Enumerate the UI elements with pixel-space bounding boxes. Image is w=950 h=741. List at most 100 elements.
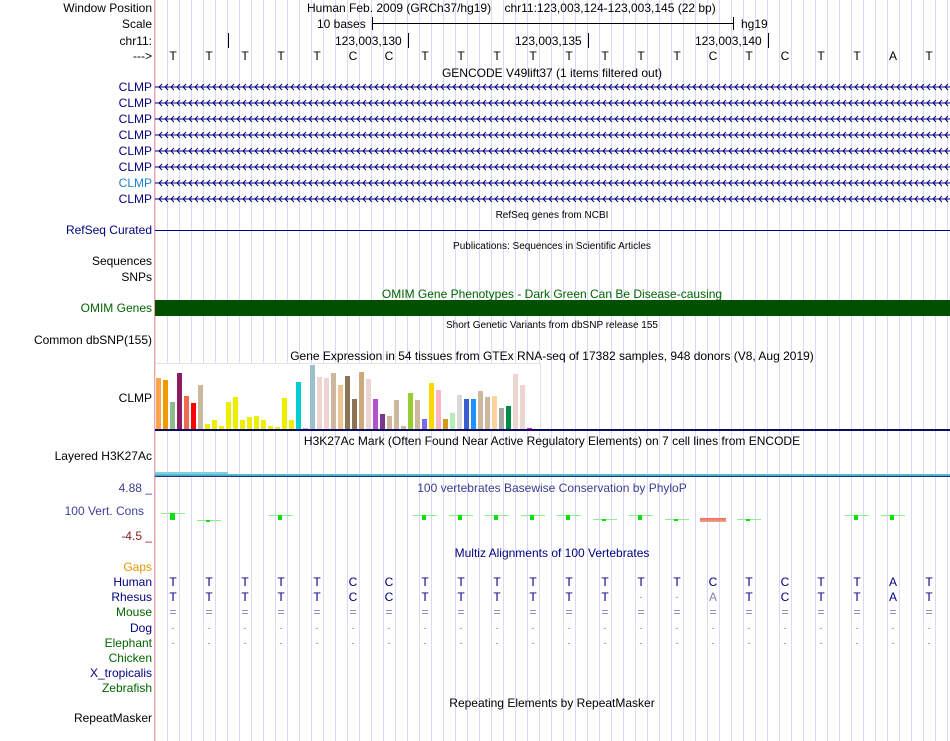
gtex-label[interactable]: CLMP (118, 391, 152, 405)
species-label-rhesus[interactable]: Rhesus (111, 590, 152, 605)
gene-label-clmp[interactable]: CLMP (118, 80, 152, 94)
gtex-tissue-bar[interactable] (415, 399, 420, 429)
gtex-tissue-bar[interactable] (345, 375, 350, 429)
gaps-label[interactable]: Gaps (123, 560, 152, 574)
species-label-zebrafish[interactable]: Zebrafish (101, 681, 152, 696)
species-label-mouse[interactable]: Mouse (115, 605, 152, 620)
gtex-tissue-bar[interactable] (464, 398, 469, 429)
gene-label-clmp[interactable]: CLMP (118, 128, 152, 142)
gtex-tissue-bar[interactable] (401, 425, 406, 429)
gene-label-clmp[interactable]: CLMP (118, 96, 152, 110)
gtex-tissue-bar[interactable] (359, 371, 364, 429)
phylop-bar[interactable] (746, 519, 750, 521)
gene-model-clmp[interactable] (155, 147, 950, 155)
phylop-bar[interactable] (638, 515, 642, 520)
gene-model-clmp[interactable] (155, 83, 950, 91)
gtex-tissue-bar[interactable] (380, 413, 385, 429)
gtex-tissue-bar[interactable] (352, 398, 357, 429)
phylop-bar[interactable] (170, 513, 175, 520)
gtex-tissue-bar[interactable] (457, 394, 462, 429)
dbsnp-title[interactable]: Short Genetic Variants from dbSNP releas… (446, 320, 658, 331)
phylop-bar[interactable] (602, 519, 606, 521)
gtex-tissue-bar[interactable] (506, 405, 511, 429)
gtex-tissue-bar[interactable] (492, 395, 497, 429)
phylop-label[interactable]: 100 Vert. Cons (64, 504, 144, 518)
gtex-tissue-bar[interactable] (191, 403, 196, 429)
phylop-bar[interactable] (700, 518, 726, 522)
gtex-tissue-bar[interactable] (408, 392, 413, 429)
gtex-tissue-bar[interactable] (233, 396, 238, 429)
phylop-bar[interactable] (890, 515, 894, 520)
multiz-title[interactable]: Multiz Alignments of 100 Vertebrates (454, 546, 650, 560)
phylop-bar[interactable] (458, 515, 462, 520)
phylop-bar[interactable] (854, 515, 858, 520)
refseq-gene-line[interactable] (155, 230, 950, 231)
gtex-tissue-bar[interactable] (212, 419, 217, 429)
gene-label-clmp[interactable]: CLMP (118, 160, 152, 174)
gtex-tissue-bar[interactable] (394, 399, 399, 429)
gtex-tissue-bar[interactable] (513, 373, 518, 429)
gtex-tissue-bar[interactable] (387, 415, 392, 429)
repeatmasker-title[interactable]: Repeating Elements by RepeatMasker (449, 696, 655, 710)
gene-label-clmp[interactable]: CLMP (118, 192, 152, 206)
gtex-tissue-bar[interactable] (338, 384, 343, 429)
phylop-title[interactable]: 100 vertebrates Basewise Conservation by… (417, 481, 687, 495)
gene-model-clmp[interactable] (155, 163, 950, 171)
gtex-tissue-bar[interactable] (289, 419, 294, 429)
gtex-tissue-bar[interactable] (366, 378, 371, 429)
gene-label-clmp[interactable]: CLMP (118, 144, 152, 158)
gtex-tissue-bar[interactable] (156, 377, 161, 429)
gtex-tissue-bar[interactable] (331, 372, 336, 429)
dbsnp-label[interactable]: Common dbSNP(155) (33, 333, 152, 347)
gtex-tissue-bar[interactable] (219, 426, 224, 429)
gtex-tissue-bar[interactable] (478, 390, 483, 429)
gtex-tissue-bar[interactable] (520, 384, 525, 429)
gtex-tissue-bar[interactable] (177, 372, 182, 429)
gtex-tissue-bar[interactable] (184, 395, 189, 429)
gene-model-clmp[interactable] (155, 195, 950, 203)
species-label-elephant[interactable]: Elephant (104, 635, 152, 650)
gtex-tissue-bar[interactable] (268, 425, 273, 429)
gtex-tissue-bar[interactable] (450, 412, 455, 429)
h3k27ac-title[interactable]: H3K27Ac Mark (Often Found Near Active Re… (303, 434, 801, 448)
repeatmasker-label[interactable]: RepeatMasker (73, 711, 152, 725)
gene-label-clmp[interactable]: CLMP (118, 112, 152, 126)
gtex-tissue-bar[interactable] (485, 396, 490, 429)
gtex-tissue-bar[interactable] (310, 365, 315, 429)
gtex-tissue-bar[interactable] (282, 398, 287, 429)
phylop-bar[interactable] (674, 519, 678, 521)
gtex-tissue-bar[interactable] (429, 382, 434, 429)
phylop-bar[interactable] (422, 515, 426, 520)
gtex-tissue-bar[interactable] (422, 418, 427, 429)
gtex-tissue-bar[interactable] (275, 426, 280, 429)
snps-label[interactable]: SNPs (121, 270, 152, 284)
gtex-title[interactable]: Gene Expression in 54 tissues from GTEx … (290, 349, 814, 363)
gtex-tissue-bar[interactable] (198, 384, 203, 429)
phylop-bar[interactable] (530, 515, 534, 520)
gene-model-clmp[interactable] (155, 179, 950, 187)
phylop-bar[interactable] (278, 515, 282, 520)
omim-gene-bar[interactable] (155, 300, 950, 316)
gtex-tissue-bar[interactable] (471, 398, 476, 429)
phylop-bar[interactable] (566, 515, 570, 520)
sequences-label[interactable]: Sequences (91, 254, 152, 268)
refseq-title[interactable]: RefSeq genes from NCBI (495, 210, 609, 221)
gtex-tissue-bar[interactable] (261, 419, 266, 429)
gtex-tissue-bar[interactable] (527, 427, 532, 429)
gtex-tissue-bar[interactable] (296, 381, 301, 429)
gtex-tissue-bar[interactable] (254, 415, 259, 429)
species-label-dog[interactable]: Dog (129, 620, 152, 635)
gene-label-clmp[interactable]: CLMP (118, 176, 152, 190)
species-label-human[interactable]: Human (113, 575, 152, 589)
gencode-title[interactable]: GENCODE V49lift37 (1 items filtered out) (441, 66, 663, 80)
gtex-tissue-bar[interactable] (163, 379, 168, 429)
omim-title[interactable]: OMIM Gene Phenotypes - Dark Green Can Be… (381, 287, 723, 301)
gtex-tissue-bar[interactable] (170, 401, 175, 429)
refseq-label[interactable]: RefSeq Curated (65, 223, 152, 237)
phylop-bar[interactable] (206, 520, 210, 522)
gtex-tissue-bar[interactable] (240, 419, 245, 429)
gene-model-clmp[interactable] (155, 131, 950, 139)
species-label-x_tropicalis[interactable]: X_tropicalis (89, 666, 152, 681)
h3k27ac-label[interactable]: Layered H3K27Ac (54, 449, 152, 463)
gene-model-clmp[interactable] (155, 99, 950, 107)
